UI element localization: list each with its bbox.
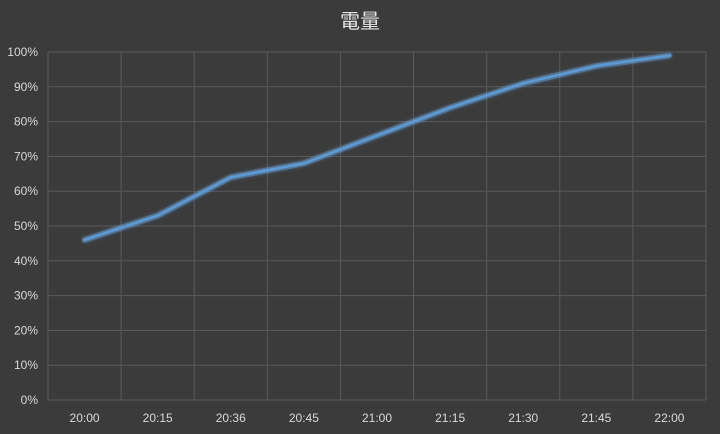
y-tick-label: 50% [14,219,38,233]
y-tick-label: 80% [14,115,38,129]
data-point [83,238,86,241]
x-tick-label: 21:30 [508,411,538,425]
series [83,54,671,241]
data-point [449,106,452,109]
chart-title: 電量 [340,9,380,33]
y-tick-label: 90% [14,80,38,94]
data-point [302,162,305,165]
y-tick-label: 100% [7,45,38,59]
y-tick-label: 0% [21,393,39,407]
x-tick-label: 20:45 [289,411,319,425]
series-line-glow [85,55,670,239]
y-tick-label: 30% [14,289,38,303]
series-line [85,55,670,239]
data-point [522,82,525,85]
x-tick-label: 21:15 [435,411,465,425]
y-tick-label: 60% [14,184,38,198]
y-tick-label: 70% [14,149,38,163]
data-point [229,176,232,179]
data-point [595,64,598,67]
x-tick-label: 22:00 [654,411,684,425]
x-tick-label: 21:00 [362,411,392,425]
y-tick-label: 20% [14,323,38,337]
data-point [668,54,671,57]
data-point [376,134,379,137]
y-axis-ticks: 0% 10% 20% 30% 40% 50% 60% 70% 80% 90% 100% [7,45,38,407]
y-tick-label: 40% [14,254,38,268]
x-tick-label: 20:00 [70,411,100,425]
x-tick-label: 20:36 [216,411,246,425]
x-axis-ticks: 20:00 20:15 20:36 20:45 21:00 21:15 21:30 21:45… [70,411,685,425]
y-tick-label: 10% [14,358,38,372]
x-tick-label: 21:45 [581,411,611,425]
x-tick-label: 20:15 [143,411,173,425]
grid [48,52,706,400]
data-point [156,214,159,217]
